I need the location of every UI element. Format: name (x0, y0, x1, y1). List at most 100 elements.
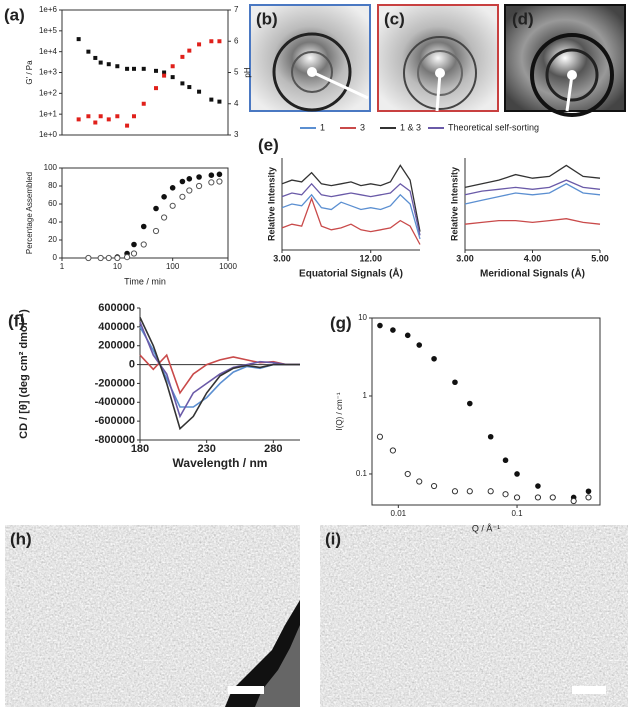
y-tick-label: -200000 (95, 377, 135, 389)
y-tick-label: 1e+1 (39, 109, 58, 118)
point (209, 97, 214, 102)
panel-label: (h) (10, 529, 32, 548)
y-tick-label: -800000 (95, 434, 135, 446)
point (216, 178, 223, 185)
point (141, 66, 146, 71)
x-axis-label: Meridional Signals (Å) (480, 267, 585, 280)
point (535, 483, 541, 489)
point (93, 55, 98, 60)
y-tick-label: 0 (129, 358, 135, 370)
point (376, 433, 384, 440)
y2-tick-label: 5 (234, 68, 239, 77)
point (217, 99, 222, 104)
series-line (139, 326, 300, 408)
series-line (139, 353, 300, 395)
point (115, 64, 120, 69)
point (123, 254, 131, 261)
point (115, 114, 120, 119)
y-tick-label: 1e+4 (39, 47, 58, 56)
series-line (281, 196, 421, 245)
y2-tick-label: 4 (234, 99, 239, 108)
point (585, 488, 592, 495)
point (125, 123, 130, 128)
diffraction-d (504, 4, 626, 117)
point (140, 223, 147, 230)
x-tick-label: 0.1 (511, 509, 523, 518)
point (513, 494, 521, 501)
point (389, 447, 397, 454)
point (97, 254, 104, 262)
diffraction-c (377, 4, 499, 112)
plot-frame (61, 167, 229, 259)
point (487, 433, 494, 440)
point (86, 114, 91, 119)
y-tick-label: 0 (53, 253, 58, 262)
y2-axis-label: pH (243, 67, 252, 77)
panel-label: (f) (8, 311, 25, 330)
series-line (464, 218, 601, 225)
x-axis-label: Wavelength / nm (173, 456, 268, 470)
panel-label: (b) (256, 9, 278, 28)
point (208, 179, 215, 186)
point (114, 254, 121, 262)
point (85, 254, 92, 262)
point (585, 494, 592, 501)
x-axis-label: Equatorial Signals (Å) (299, 267, 403, 280)
point (141, 101, 146, 106)
x-tick-label: 3.00 (273, 253, 291, 263)
point (154, 68, 159, 73)
x-tick-label: 180 (131, 443, 149, 455)
panel-label: (i) (325, 529, 341, 548)
x-axis-label: Q / Å⁻¹ (472, 523, 500, 533)
point (502, 491, 509, 498)
point (390, 327, 396, 333)
y-tick-label: 200000 (98, 340, 135, 352)
point (209, 39, 214, 44)
panel-label: (c) (384, 9, 405, 28)
point (534, 494, 542, 501)
point (98, 114, 103, 119)
x-tick-label: 12.00 (359, 253, 382, 263)
point (217, 39, 222, 44)
point (186, 176, 193, 182)
y-axis-label: CD / [θ] (deg cm² dmol⁻¹) (18, 309, 30, 439)
y-axis-label: I(Q) / cm⁻¹ (335, 392, 344, 430)
point (160, 214, 168, 221)
point (377, 322, 383, 329)
point (416, 478, 423, 485)
series-line (464, 164, 601, 189)
y2-tick-label: 6 (234, 36, 239, 45)
series-line (281, 193, 421, 240)
point (131, 66, 136, 71)
point (186, 187, 193, 194)
series-line (464, 179, 601, 196)
y-axis-label: Relative Intensity (266, 167, 276, 241)
point (131, 241, 137, 248)
panel-label: (e) (258, 135, 279, 154)
sem-image-h (5, 525, 300, 707)
y-axis-label: G' / Pa (25, 60, 34, 85)
point (180, 81, 185, 86)
x-tick-label: 5.00 (591, 253, 609, 263)
point (154, 86, 159, 91)
y-tick-label: 1e+5 (39, 26, 58, 35)
y-axis-label: Percentage Assembled (25, 172, 34, 254)
point (404, 470, 411, 478)
point (131, 114, 136, 119)
y-tick-label: 1e+6 (39, 5, 58, 14)
y-tick-label: 400000 (98, 321, 135, 333)
y-tick-label: 40 (48, 217, 57, 226)
point (76, 37, 81, 42)
y-tick-label: 1e+0 (39, 130, 58, 139)
x-tick-label: 10 (113, 262, 122, 271)
y-tick-label: 10 (358, 313, 367, 322)
y-tick-label: 1 (363, 391, 368, 400)
point (514, 471, 520, 477)
y-tick-label: 20 (48, 235, 57, 244)
point (106, 117, 111, 122)
point (466, 488, 473, 495)
y2-tick-label: 3 (234, 130, 239, 139)
y-tick-label: 1e+3 (39, 68, 58, 77)
point (216, 171, 223, 178)
point (502, 457, 509, 464)
